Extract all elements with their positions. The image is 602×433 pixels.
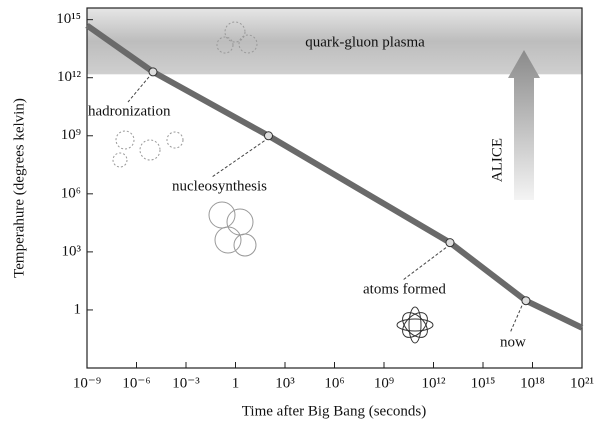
alice-arrow (508, 50, 540, 200)
plasma-band (87, 8, 582, 75)
event-marker (521, 296, 531, 306)
y-tick-label: 10⁹ (61, 127, 81, 143)
leader-line (402, 247, 447, 281)
event-marker (148, 67, 158, 77)
temperature-line (85, 23, 584, 331)
event-marker (445, 238, 455, 248)
annotation: hadronization (88, 103, 171, 119)
arrow-label: ALICE (489, 138, 505, 182)
x-tick-label: 1 (232, 375, 240, 391)
particle-icons (112, 21, 434, 344)
annotation: now (500, 334, 526, 350)
event-marker (264, 131, 273, 141)
x-axis-label: Time after Big Bang (seconds) (242, 403, 426, 419)
y-tick-label: 10⁶ (61, 185, 81, 201)
x-tick-label: 10⁻⁶ (122, 375, 150, 391)
y-tick-label: 1 (74, 301, 82, 317)
x-tick-label: 10¹⁵ (471, 375, 496, 391)
x-tick-label: 10⁻³ (172, 375, 200, 391)
decoration (112, 21, 540, 344)
leader-line (509, 305, 523, 334)
x-tick-label: 10¹² (422, 375, 446, 391)
y-axis-label: Temperahure (degrees kelvin) (11, 98, 27, 278)
x-tick-label: 10³ (275, 375, 295, 391)
x-tick-label: 10¹⁸ (520, 375, 545, 391)
annotation: atoms formed (363, 281, 446, 297)
leader-line (127, 76, 150, 103)
x-tick-label: 10⁻⁹ (73, 375, 101, 391)
leader-line (211, 140, 265, 178)
x-tick-label: 10⁶ (324, 375, 344, 391)
x-tick-label: 10⁹ (374, 375, 394, 391)
band-label: quark-gluon plasma (305, 34, 425, 50)
y-tick-label: 10³ (62, 243, 82, 259)
x-tick-label: 10²¹ (570, 375, 594, 391)
y-tick-label: 10¹² (57, 69, 81, 85)
annotation: nucleosynthesis (172, 178, 267, 194)
y-tick-label: 10¹⁵ (56, 11, 81, 27)
